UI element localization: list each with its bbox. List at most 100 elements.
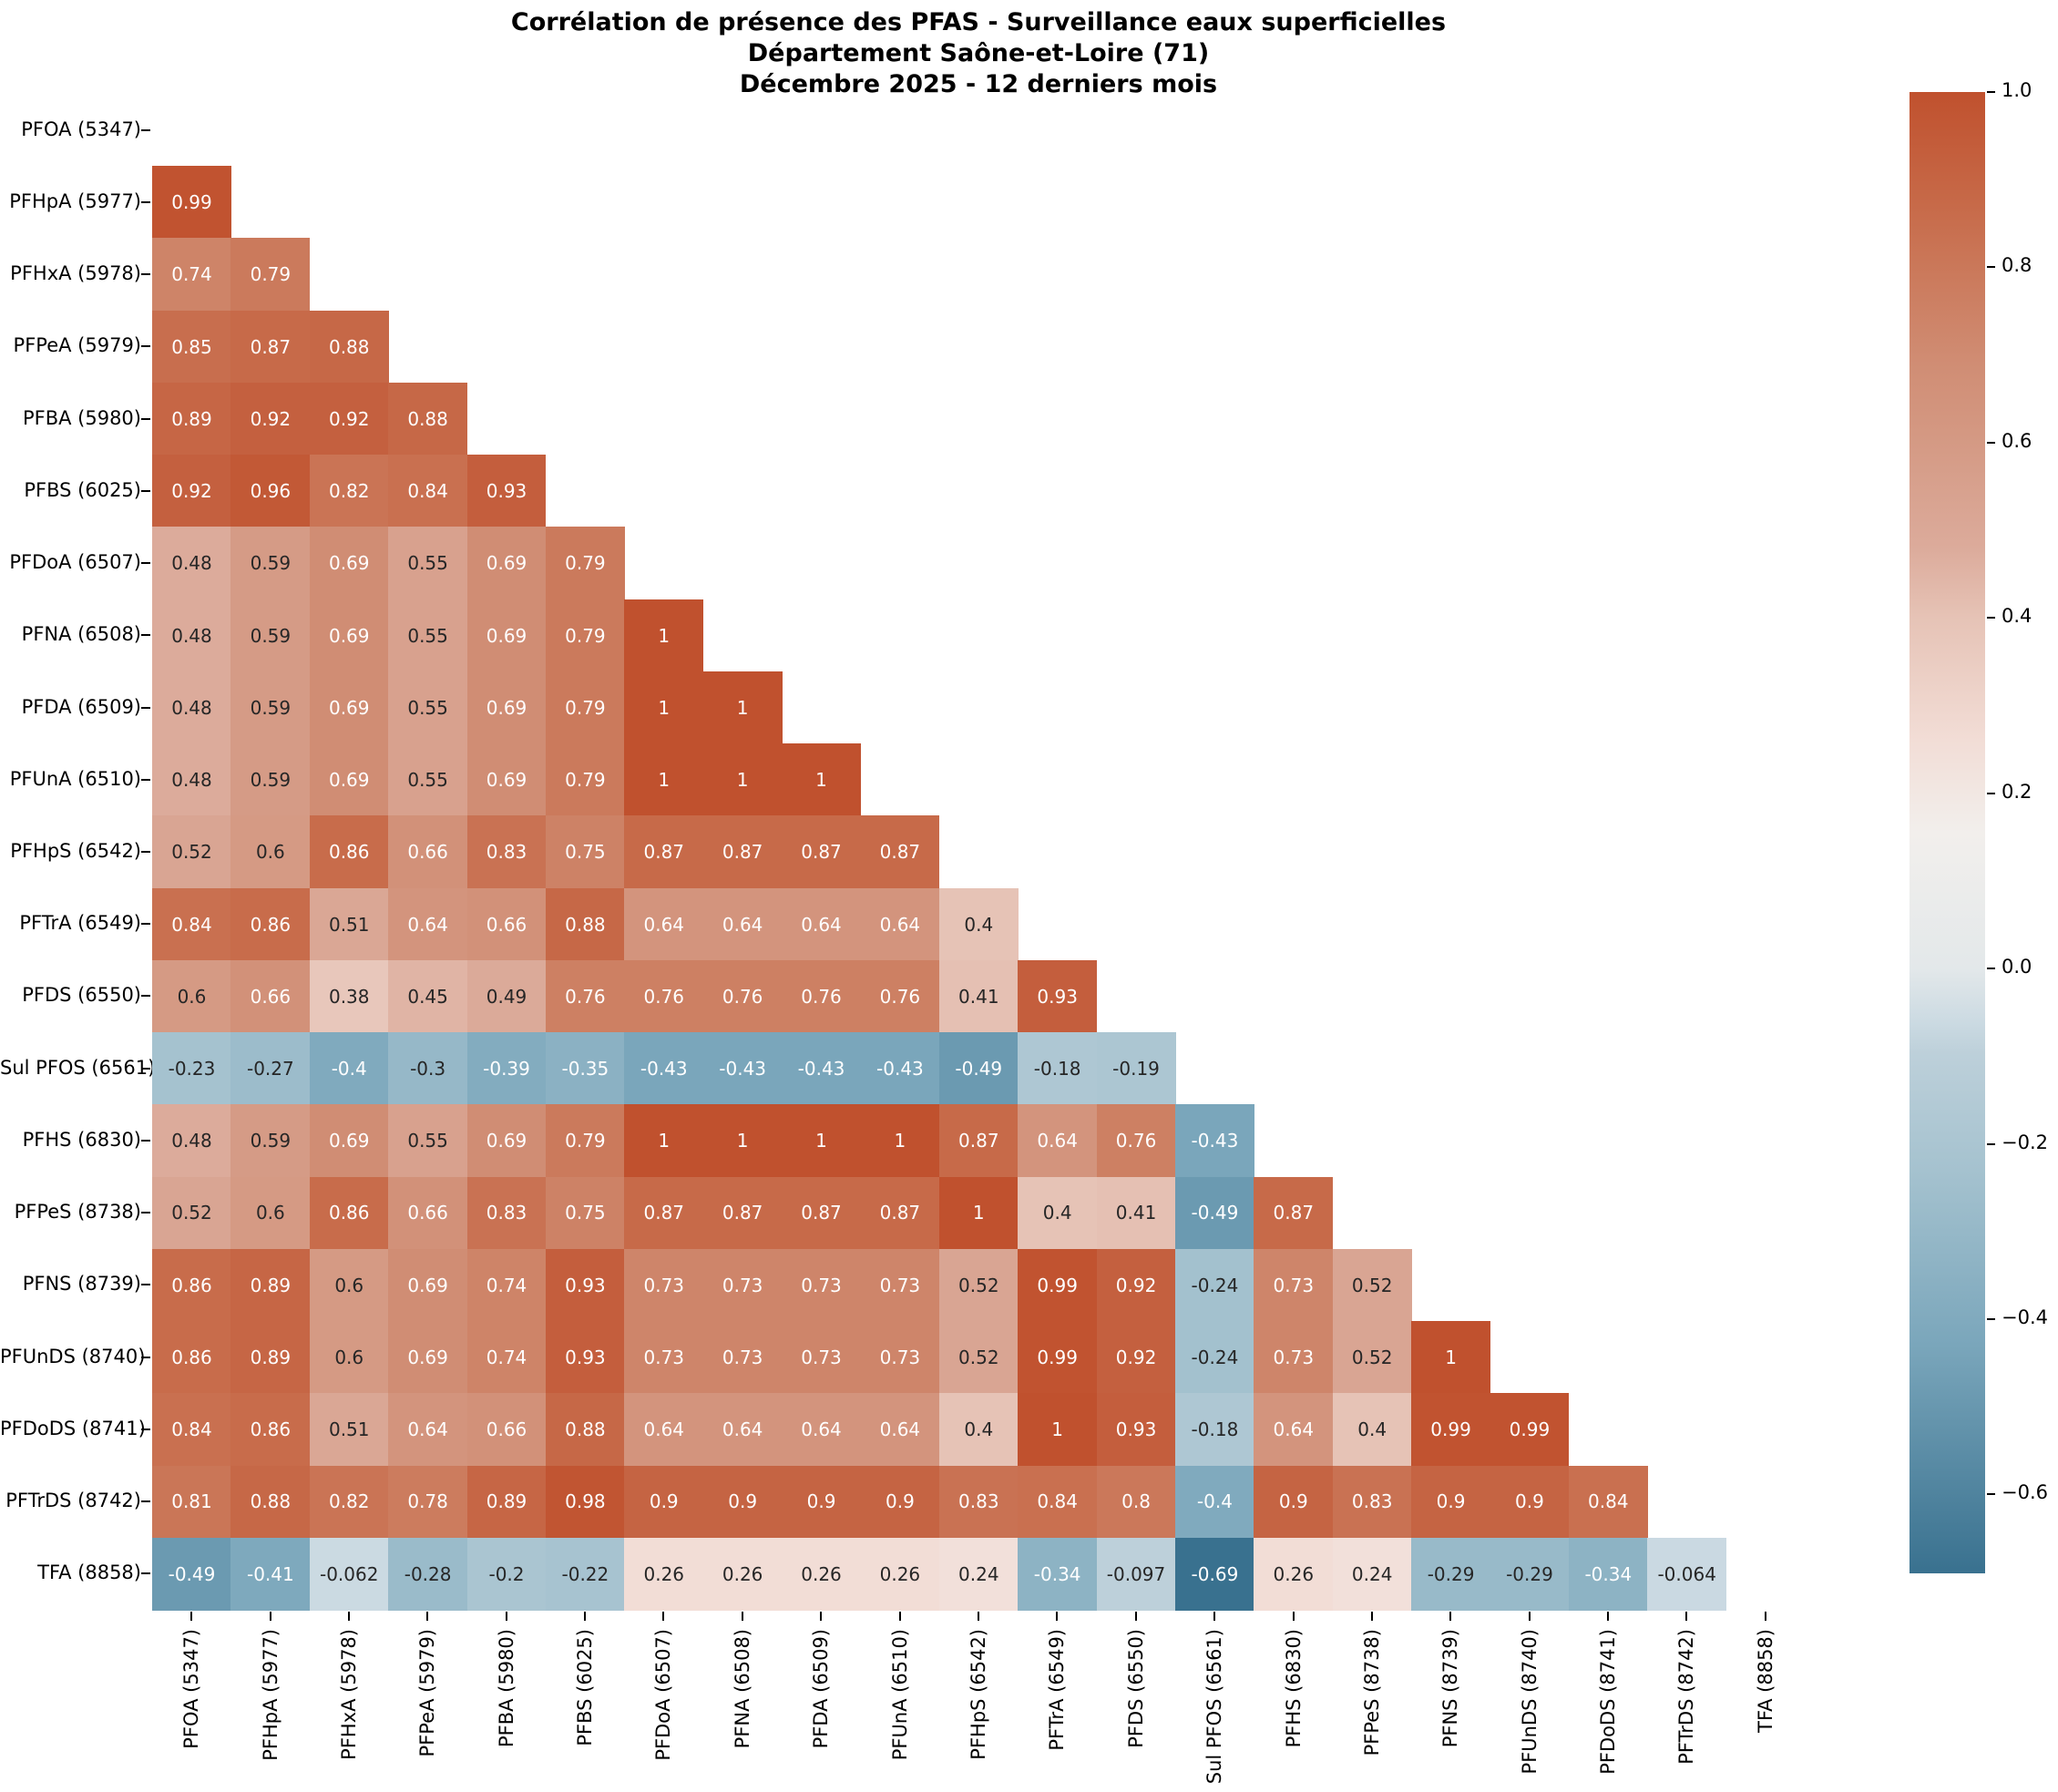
heatmap-cell: 0.55 [388, 1104, 468, 1178]
x-tick-mark [190, 1611, 193, 1621]
heatmap-cell: 0.69 [466, 671, 547, 744]
x-axis-label: TFA (8858) [1754, 1628, 1776, 1733]
y-axis-label: PFNA (6508) [21, 623, 141, 646]
x-tick-mark [1607, 1611, 1610, 1621]
heatmap-cell: 0.26 [860, 1537, 940, 1611]
heatmap-cell: 0.88 [388, 382, 468, 456]
heatmap-cell: 0.52 [1332, 1248, 1412, 1322]
x-axis-label: PFTrDS (8742) [1675, 1628, 1698, 1765]
heatmap-cell: 0.52 [152, 815, 231, 889]
heatmap-cell: 1 [702, 671, 783, 744]
x-tick-mark [584, 1611, 587, 1621]
heatmap-cell: 0.73 [1254, 1321, 1334, 1394]
y-axis-label: PFDoA (6507) [9, 551, 141, 574]
heatmap-cell: 0.87 [782, 1176, 861, 1250]
colorbar-tick-label: −0.6 [2002, 1481, 2048, 1504]
heatmap-cell: 0.86 [230, 1393, 311, 1467]
x-axis-label: PFOA (5347) [180, 1628, 203, 1749]
heatmap-cell: 0.87 [702, 815, 783, 889]
heatmap-cell: 0.86 [309, 815, 389, 889]
colorbar-tick-mark [1987, 617, 1995, 620]
heatmap-cell: 1 [1411, 1321, 1491, 1394]
heatmap-cell: 0.73 [860, 1248, 940, 1322]
heatmap-cell: 0.93 [545, 1321, 625, 1394]
x-tick-mark [1528, 1611, 1531, 1621]
heatmap-cell: 0.64 [782, 1393, 861, 1467]
heatmap-cell: 1 [702, 743, 783, 816]
heatmap-cell: 0.79 [230, 238, 311, 312]
heatmap-cell: 0.6 [309, 1248, 389, 1322]
heatmap-cell: -0.43 [624, 1032, 704, 1105]
heatmap-cell: 0.64 [388, 887, 468, 961]
colorbar-tick-label: 0.8 [2002, 254, 2032, 277]
colorbar-tick-label: −0.4 [2002, 1306, 2048, 1328]
chart-title-line2: Département Saône-et-Loire (71) [747, 39, 1210, 67]
y-tick-mark [141, 273, 150, 276]
heatmap-cell: 0.51 [309, 887, 389, 961]
heatmap-cell: 0.64 [1254, 1393, 1334, 1467]
heatmap-cell: 0.66 [230, 959, 311, 1033]
heatmap-cell: -0.28 [388, 1537, 468, 1611]
heatmap-cell: 0.73 [782, 1321, 861, 1394]
y-tick-mark [141, 562, 150, 565]
heatmap-cell: 0.69 [466, 527, 547, 600]
heatmap-cell: 0.92 [230, 382, 311, 456]
heatmap-cell: 0.89 [152, 382, 231, 456]
heatmap-cell: 0.66 [466, 887, 547, 961]
y-axis-label: PFBS (6025) [24, 478, 141, 501]
heatmap-cell: 0.59 [230, 527, 311, 600]
heatmap-cell: -0.18 [1018, 1032, 1098, 1105]
colorbar-tick-mark [1987, 968, 1995, 970]
heatmap-cell: -0.2 [466, 1537, 547, 1611]
x-tick-mark [1764, 1611, 1766, 1621]
y-tick-mark [141, 850, 150, 853]
heatmap-cell: 0.59 [230, 1104, 311, 1178]
y-tick-mark [141, 1067, 150, 1070]
heatmap-cell: 0.88 [230, 1465, 311, 1539]
heatmap-cell: 0.89 [230, 1248, 311, 1322]
x-axis-label: PFHpA (5977) [259, 1628, 282, 1761]
heatmap-cell: 0.26 [782, 1537, 861, 1611]
heatmap-cell: 0.76 [1096, 1104, 1176, 1178]
heatmap-cell: 0.4 [938, 887, 1019, 961]
y-tick-mark [141, 1356, 150, 1358]
heatmap-cell: 0.41 [938, 959, 1019, 1033]
heatmap-cell: 0.74 [466, 1321, 547, 1394]
x-axis-label: PFUnDS (8740) [1518, 1628, 1541, 1775]
colorbar-tick-mark [1987, 91, 1995, 93]
y-tick-mark [141, 1572, 150, 1575]
heatmap-cell: 0.64 [782, 887, 861, 961]
heatmap-cell: 0.75 [545, 815, 625, 889]
heatmap-cell: 0.4 [1018, 1176, 1098, 1250]
heatmap-cell: 0.48 [152, 671, 231, 744]
heatmap-cell: -0.43 [702, 1032, 783, 1105]
heatmap-cell: 0.84 [152, 887, 231, 961]
x-tick-mark [426, 1611, 429, 1621]
heatmap-cell: -0.34 [1018, 1537, 1098, 1611]
x-axis-label: PFUnA (6510) [888, 1628, 911, 1761]
y-tick-mark [141, 634, 150, 637]
heatmap-cell: -0.49 [152, 1537, 231, 1611]
heatmap-cell: 1 [1018, 1393, 1098, 1467]
heatmap-cell: 0.48 [152, 599, 231, 672]
heatmap-cell: 0.48 [152, 1104, 231, 1178]
heatmap-cell: 0.51 [309, 1393, 389, 1467]
heatmap-cell: 0.64 [702, 887, 783, 961]
heatmap-cell: 0.38 [309, 959, 389, 1033]
heatmap-cell: 0.73 [702, 1248, 783, 1322]
heatmap-cell: 0.92 [152, 455, 231, 528]
y-tick-mark [141, 706, 150, 709]
heatmap-cell: 0.76 [860, 959, 940, 1033]
colorbar-tick-label: 1.0 [2002, 79, 2032, 101]
heatmap-cell: 0.69 [309, 671, 389, 744]
heatmap-cell: 1 [938, 1176, 1019, 1250]
y-tick-mark [141, 417, 150, 420]
heatmap-cell: -0.4 [309, 1032, 389, 1105]
heatmap-cell: 0.79 [545, 527, 625, 600]
x-axis-label: PFPeS (8738) [1360, 1628, 1383, 1756]
y-axis-label: PFHpA (5977) [9, 189, 141, 212]
heatmap-cell: -0.39 [466, 1032, 547, 1105]
heatmap-cell: 0.26 [624, 1537, 704, 1611]
x-tick-mark [898, 1611, 901, 1621]
heatmap-cell: 0.66 [388, 1176, 468, 1250]
